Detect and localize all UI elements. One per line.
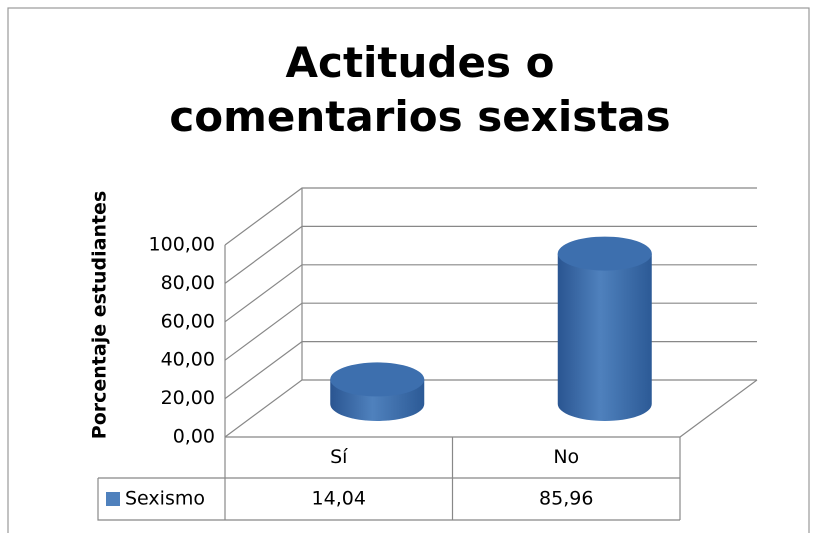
y-tick-label: 100,00 (149, 234, 215, 256)
data-label: 14,04 (312, 488, 366, 510)
y-tick-label: 40,00 (161, 349, 215, 371)
bar (557, 236, 652, 421)
grid-line (224, 187, 757, 246)
bar-body (557, 253, 652, 421)
grid-line (224, 379, 757, 438)
bar (330, 362, 425, 421)
y-tick-label: 20,00 (161, 387, 215, 409)
y-axis-label: Porcentaje estudiantes (89, 191, 111, 439)
y-tick-label: 60,00 (161, 310, 215, 332)
floor (225, 379, 758, 438)
grid-line (224, 225, 757, 284)
grid-line (224, 264, 757, 323)
x-tick-label: No (553, 446, 579, 468)
bar-top (557, 236, 652, 271)
y-tick-label: 0,00 (173, 426, 215, 448)
grid-line (224, 341, 757, 400)
chart-border (7, 7, 810, 533)
legend-swatch (106, 492, 120, 506)
chart-title: Actitudes o comentarios sexistas (169, 38, 671, 141)
bar-top (330, 362, 425, 397)
x-tick-label: Sí (330, 446, 348, 468)
y-tick-label: 80,00 (161, 272, 215, 294)
grid-line (224, 302, 757, 361)
legend-label: Sexismo (125, 488, 205, 510)
data-label: 85,96 (539, 488, 593, 510)
